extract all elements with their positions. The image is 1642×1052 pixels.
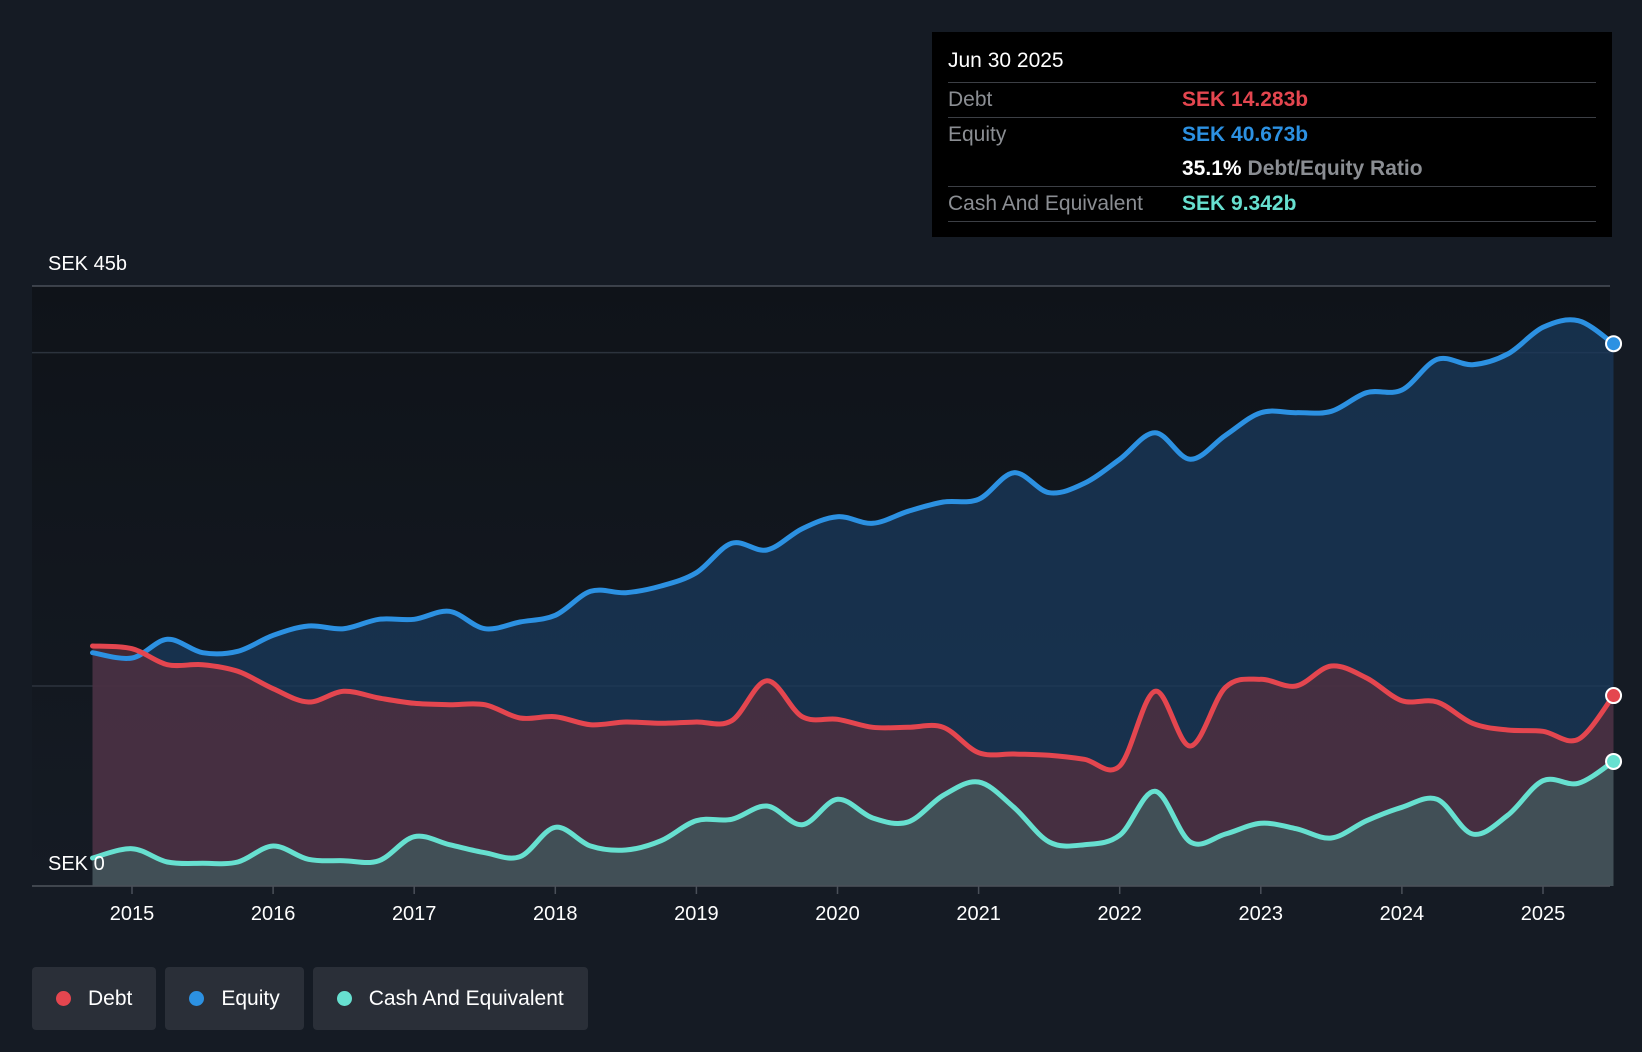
x-tick-label: 2023 (1239, 903, 1284, 925)
x-tick-label: 2025 (1521, 903, 1566, 925)
tooltip-cash-label: Cash And Equivalent (948, 192, 1143, 215)
x-tick-label: 2022 (1097, 903, 1142, 925)
y-axis-ticks: SEK 45b SEK 0 (48, 253, 127, 875)
hover-tooltip: Jun 30 2025 Debt SEK 14.283b Equity SEK … (932, 32, 1612, 237)
legend-label-debt: Debt (88, 986, 133, 1010)
x-tick-label: 2015 (110, 903, 155, 925)
endpoint-debt (1605, 687, 1623, 705)
tooltip-cash-value: SEK 9.342b (1182, 192, 1297, 215)
tooltip-ratio-value: 35.1% (1182, 157, 1242, 180)
endpoint-equity (1605, 335, 1623, 353)
series-lines (90, 317, 1616, 867)
tooltip-ratio-label: Debt/Equity Ratio (1247, 157, 1423, 180)
tooltip-date: Jun 30 2025 (948, 46, 1596, 83)
chart-legend: Debt Equity Cash And Equivalent (32, 967, 588, 1030)
line-debt (90, 643, 1616, 773)
line-equity (90, 317, 1616, 661)
area-cash-and-equivalent (92, 761, 1614, 886)
tooltip-debt-label: Debt (948, 88, 993, 111)
tooltip-ratio-row: 35.1% Debt/Equity Ratio (948, 152, 1596, 187)
legend-item-debt[interactable]: Debt (32, 967, 157, 1030)
cash-dot-icon (336, 991, 352, 1006)
x-tick-label: 2020 (815, 903, 860, 925)
tooltip-debt-row: Debt SEK 14.283b (948, 83, 1596, 118)
legend-label-cash: Cash And Equivalent (368, 986, 564, 1010)
x-tick-label: 2024 (1380, 903, 1425, 925)
debt-dot-icon (56, 991, 71, 1006)
endpoint-cash-and-equivalent (1605, 752, 1623, 770)
y-tick-label: SEK 45b (48, 253, 127, 275)
x-axis-ticks: 2015 2016 2017 2018 2019 2020 2021 2022 2023 2024… (32, 885, 1610, 925)
series-endpoints (1605, 335, 1623, 770)
x-tick-label: 2018 (533, 903, 578, 925)
line-cash-and-equivalent (90, 758, 1616, 867)
tooltip-equity-row: Equity SEK 40.673b (948, 118, 1596, 152)
legend-item-cash[interactable]: Cash And Equivalent (312, 967, 588, 1030)
legend-item-equity[interactable]: Equity (165, 967, 304, 1030)
legend-label-equity: Equity (221, 986, 280, 1010)
tooltip-equity-value: SEK 40.673b (1182, 123, 1309, 146)
x-tick-label: 2016 (251, 903, 296, 925)
tooltip-equity-label: Equity (948, 123, 1007, 146)
x-tick-label: 2017 (392, 903, 437, 925)
equity-dot-icon (189, 991, 205, 1006)
x-tick-label: 2021 (956, 903, 1001, 925)
x-tick-label: 2019 (674, 903, 719, 925)
tooltip-debt-value: SEK 14.283b (1182, 88, 1309, 111)
y-tick-label: SEK 0 (48, 853, 105, 875)
tooltip-cash-row: Cash And Equivalent SEK 9.342b (948, 187, 1596, 222)
